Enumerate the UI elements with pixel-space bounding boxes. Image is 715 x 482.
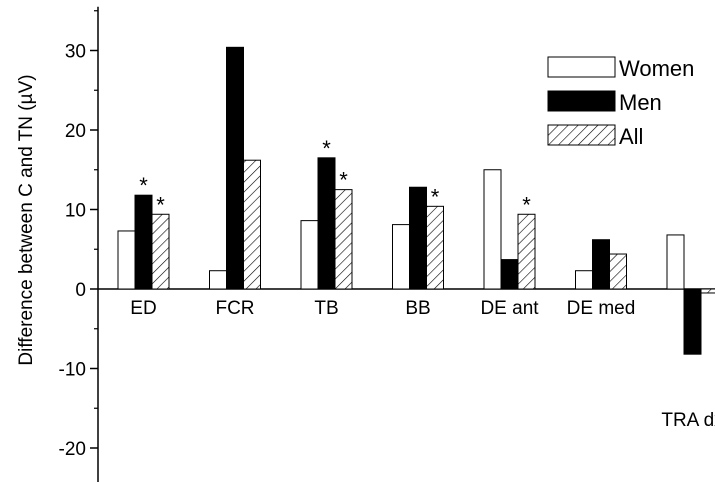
bar-women xyxy=(575,270,593,290)
significance-star: * xyxy=(431,184,440,209)
y-tick-label: 0 xyxy=(75,280,86,301)
significance-star: * xyxy=(322,136,331,161)
bar-all xyxy=(151,213,170,290)
bar-women xyxy=(300,220,319,290)
significance-star: * xyxy=(156,192,165,217)
bar-women xyxy=(209,270,227,290)
category-label: DE ant xyxy=(480,298,539,319)
legend-label: Women xyxy=(619,56,694,81)
y-tick-label: -10 xyxy=(59,360,86,381)
significance-star: * xyxy=(522,192,531,217)
y-tick-label: -20 xyxy=(59,439,86,460)
bar-men xyxy=(500,259,519,290)
bar-all xyxy=(426,205,444,290)
y-tick-label: 30 xyxy=(65,42,86,63)
legend: Women Men All xyxy=(547,56,694,149)
bar-men xyxy=(592,239,610,290)
category-labels: ED FCR TB BB DE ant DE med TRA dx xyxy=(130,298,715,431)
bar-women xyxy=(666,234,685,290)
bar-women xyxy=(117,230,136,290)
y-tick-label: 10 xyxy=(65,201,86,222)
bar-men xyxy=(317,157,336,290)
legend-swatch-all xyxy=(547,124,616,146)
bar-women xyxy=(392,224,410,290)
bar-all xyxy=(700,288,715,294)
bar-women xyxy=(483,169,502,290)
bar-men xyxy=(226,46,244,290)
bar-all xyxy=(609,253,627,290)
y-axis: -20 -10 0 10 20 30 xyxy=(59,6,715,482)
legend-swatch-women xyxy=(547,56,616,78)
y-axis-title: Difference between C and TN (µV) xyxy=(16,74,37,365)
bar-all xyxy=(243,159,261,290)
category-label: TB xyxy=(314,298,338,319)
legend-swatch-men xyxy=(547,90,616,112)
bar-all xyxy=(334,189,353,290)
legend-label: All xyxy=(619,124,643,149)
significance-star: * xyxy=(339,168,348,193)
significance-star: * xyxy=(139,173,148,198)
bars-group xyxy=(117,46,715,355)
category-label: TRA dx xyxy=(661,410,715,431)
category-label: ED xyxy=(130,298,156,319)
category-label: BB xyxy=(405,298,430,319)
category-label: FCR xyxy=(215,298,254,319)
legend-label: Men xyxy=(619,90,662,115)
bar-men xyxy=(409,186,427,290)
bar-men xyxy=(683,288,702,355)
significance-markers: * * * * * * xyxy=(139,136,531,217)
bar-all xyxy=(517,213,536,290)
category-label: DE med xyxy=(567,298,636,319)
y-tick-label: 20 xyxy=(65,121,86,142)
bar-men xyxy=(134,194,153,290)
